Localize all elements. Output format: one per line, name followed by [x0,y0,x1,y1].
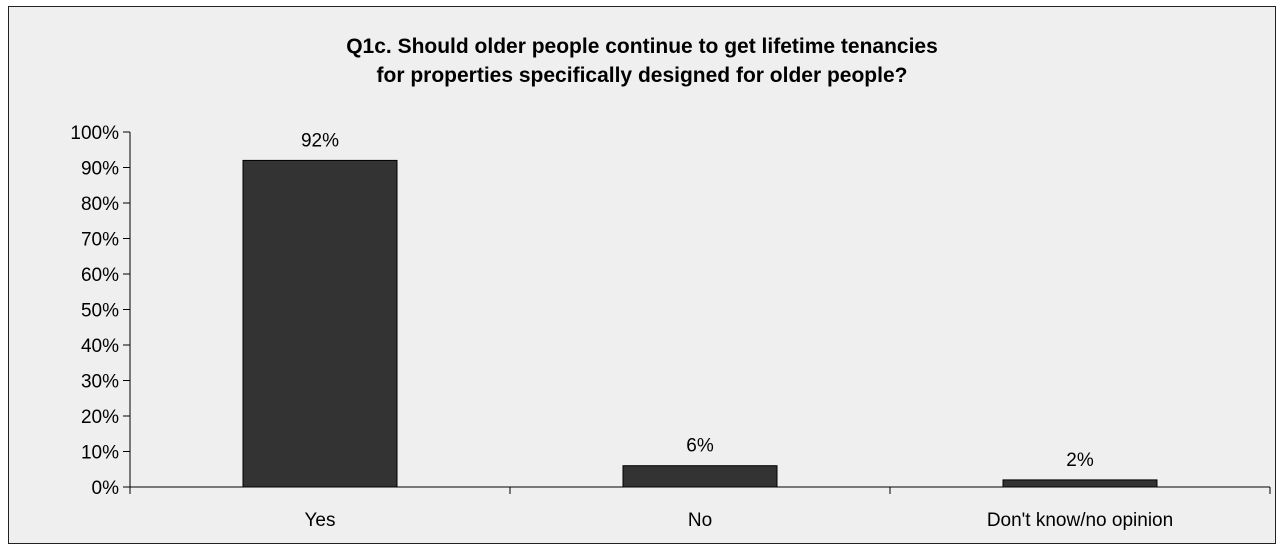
y-tick-label: 50% [81,301,119,322]
y-tick-label: 10% [81,443,119,464]
x-category-label: Don't know/no opinion [987,510,1173,531]
y-tick-label: 0% [92,478,120,499]
y-tick-label: 90% [81,159,119,180]
y-tick-label: 20% [81,407,119,428]
bar [242,159,398,488]
data-label: 92% [301,130,339,151]
data-label: 6% [686,436,714,457]
bar [1002,479,1158,488]
y-tick-label: 30% [81,372,119,393]
chart-title: Q1c. Should older people continue to get… [9,32,1275,90]
y-tick-label: 100% [70,123,119,144]
y-tick-label: 60% [81,265,119,286]
y-tick-label: 40% [81,336,119,357]
x-category-label: No [688,510,712,531]
data-label: 2% [1066,450,1094,471]
x-category-label: Yes [305,510,336,531]
bar [622,465,778,488]
chart-title-line-2: for properties specifically designed for… [376,64,908,87]
y-tick-label: 80% [81,194,119,215]
chart-title-line-1: Q1c. Should older people continue to get… [346,35,938,58]
chart-frame: Q1c. Should older people continue to get… [8,6,1276,544]
y-tick-label: 70% [81,230,119,251]
